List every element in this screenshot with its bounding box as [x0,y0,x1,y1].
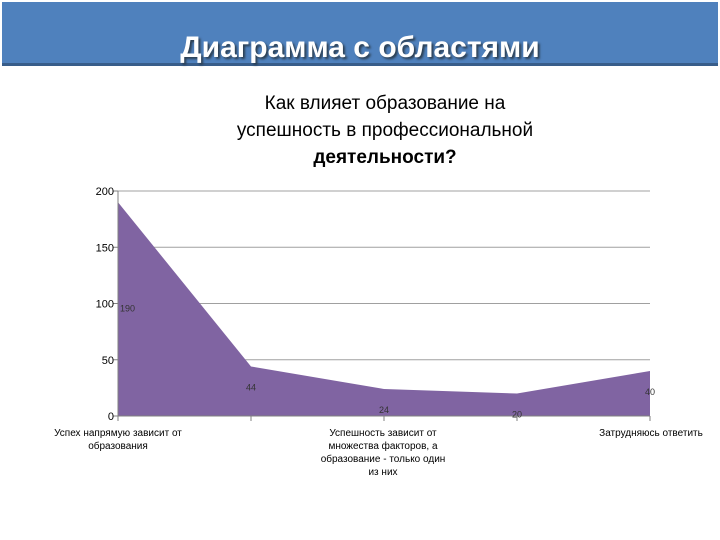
x-category-label-1: Успех напрямую зависит от образования [54,428,182,452]
title-bar [2,2,718,66]
data-label: 40 [645,387,655,397]
chart-title-line-2: успешность в профессиональной [236,120,534,141]
y-tick-label: 200 [96,186,114,198]
y-tick-label: 0 [108,411,114,423]
chart-title: Как влияет образование на успешность в п… [160,90,610,171]
y-tick-label: 50 [102,355,114,367]
data-label: 24 [379,405,389,415]
slide-title: Диаграмма с областями [180,31,540,64]
x-category-label-5: Затрудняюсь ответить [599,428,703,439]
x-category-label-3: Успешность зависит от множества факторов… [320,428,446,478]
data-label: 20 [512,410,522,420]
area-series [118,202,650,416]
data-label: 190 [120,304,135,314]
chart-title-line-3: деятельности? [313,147,457,168]
data-label: 44 [246,383,256,393]
chart-title-line-1: Как влияет образование на [264,93,506,114]
y-tick-label: 100 [96,299,114,311]
y-tick-label: 150 [96,242,114,254]
